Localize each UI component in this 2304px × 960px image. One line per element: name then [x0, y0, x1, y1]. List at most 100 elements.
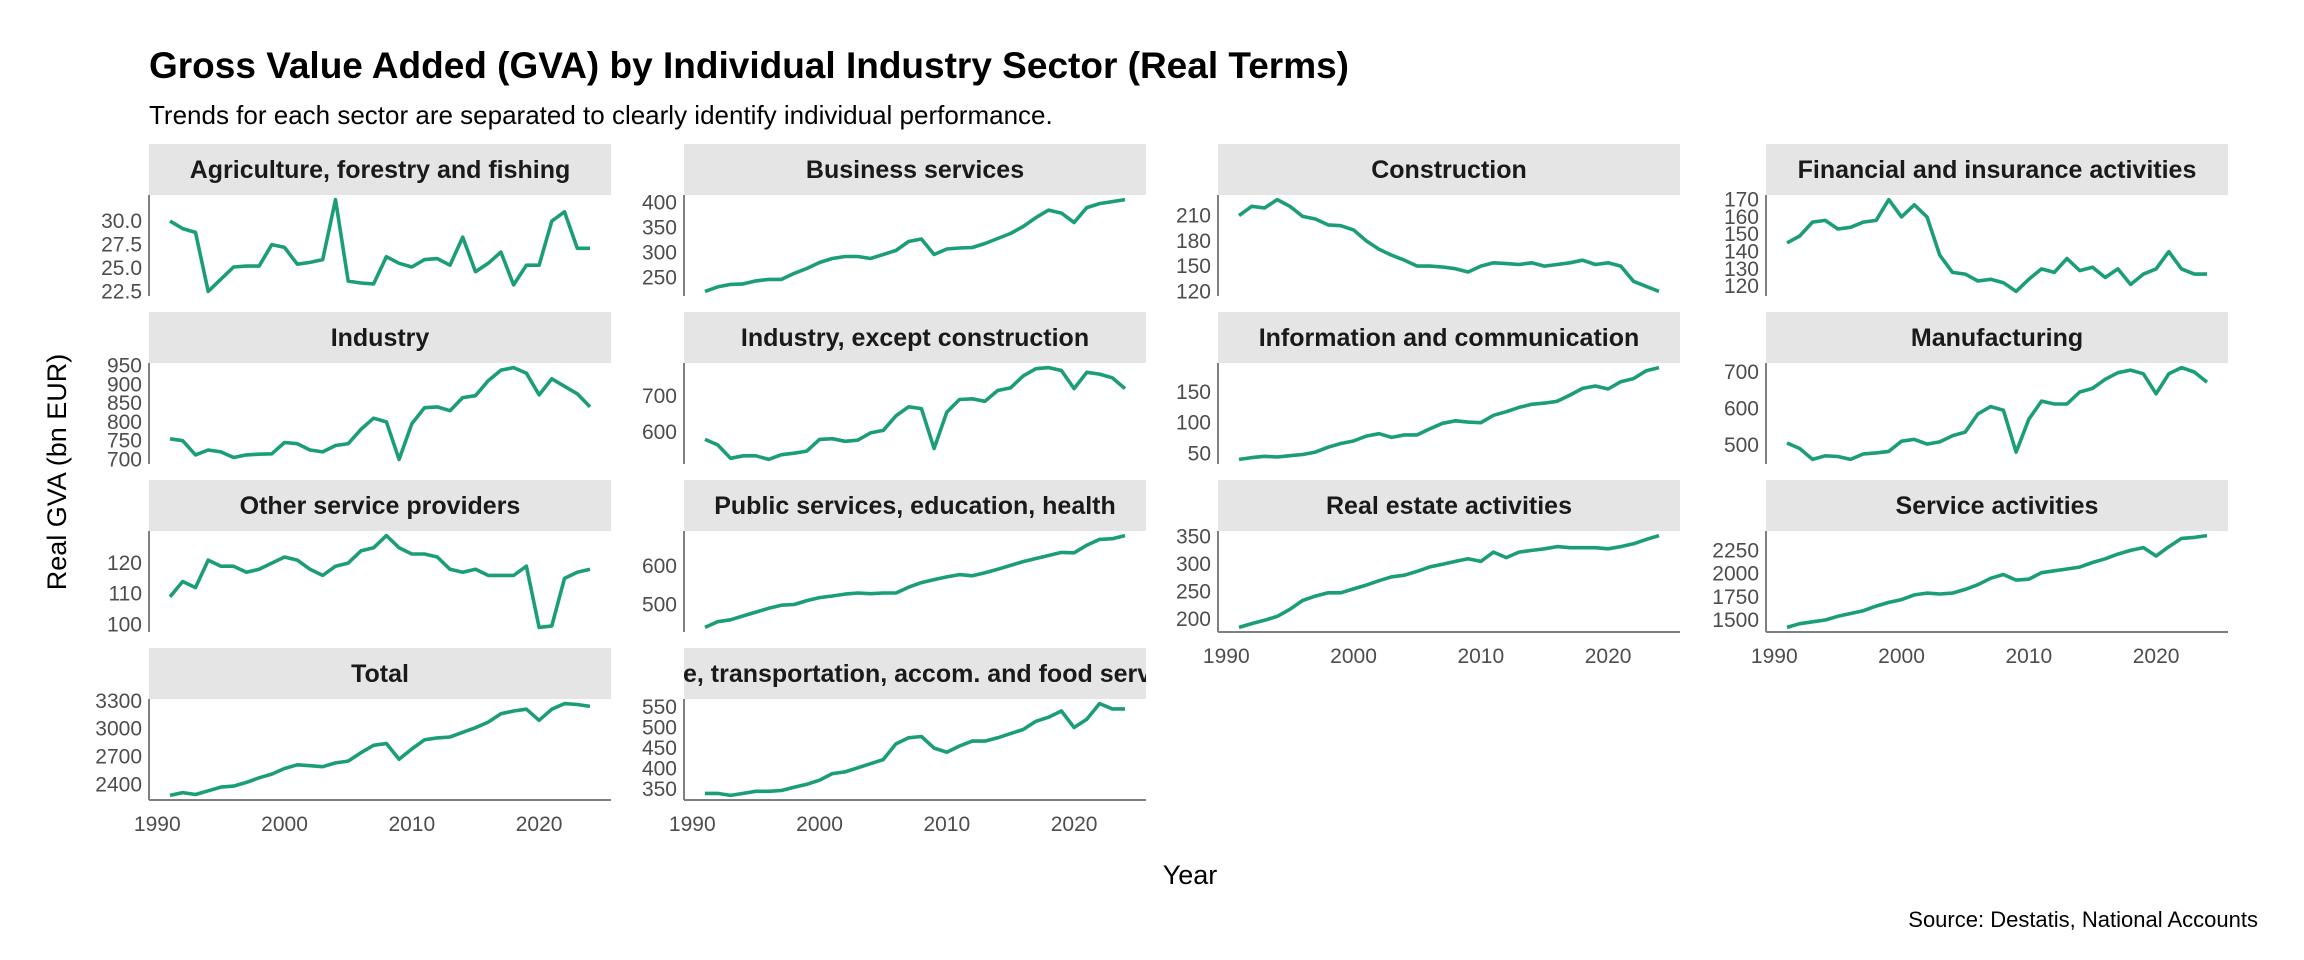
y-tick-label: 120: [1724, 275, 1759, 298]
series-line: [704, 365, 1127, 462]
series-line: [705, 701, 1125, 798]
y-tick-label: 150: [1176, 255, 1211, 278]
y-tick-label: 120: [1176, 280, 1211, 303]
y-tick-label: 140: [1724, 241, 1759, 264]
panel: Agriculture, forestry and fishing 22.525.…: [101, 144, 611, 303]
y-tick-label: 2000: [1712, 563, 1759, 586]
series-line: [1786, 365, 2209, 462]
facet-strip: [149, 312, 611, 363]
y-tick-label: 250: [642, 266, 677, 289]
facet-strip-label: Other service providers: [240, 492, 521, 520]
facet-strip-label: Construction: [1371, 156, 1527, 184]
series-line: [1237, 197, 1660, 294]
y-tick-label: 400: [642, 192, 677, 215]
x-tick-label: 1990: [134, 813, 181, 836]
series-line: [169, 197, 590, 294]
facet-strip: [1218, 312, 1680, 363]
x-tick-label: 1990: [669, 813, 716, 836]
y-tick-label: 500: [642, 716, 677, 739]
y-tick-label: 850: [107, 392, 142, 415]
facet-strip: [1766, 144, 2228, 195]
facet-strip: [684, 144, 1146, 195]
facet-strip-label: Industry: [331, 324, 430, 352]
x-tick-label: 2000: [1878, 645, 1925, 668]
y-tick-label: 700: [642, 385, 677, 408]
y-tick-label: 2400: [95, 773, 142, 796]
y-tick-label: 600: [1724, 397, 1759, 420]
y-axis-title: Real GVA (bn EUR): [42, 354, 72, 591]
x-tick-label: 1990: [1203, 645, 1250, 668]
facet-strip: [149, 480, 611, 531]
x-tick-label: 2020: [516, 813, 563, 836]
panel: Real estate activities 200 250 300 350 1990 20…: [1176, 480, 1680, 668]
x-tick-label: 2010: [1457, 645, 1504, 668]
x-tick-label: 1990: [1751, 645, 1798, 668]
y-tick-label: 750: [107, 430, 142, 453]
y-tick-label: 210: [1176, 205, 1211, 228]
y-tick-label: 950: [107, 355, 142, 378]
facet-strip-label: Service activities: [1896, 492, 2099, 520]
y-tick-label: 100: [107, 613, 142, 636]
facet-strip-label: Total: [351, 660, 409, 688]
x-tick-label: 2000: [1330, 645, 1377, 668]
source-caption: Source: Destatis, National Accounts: [1908, 907, 2258, 932]
y-tick-label: 550: [642, 696, 677, 719]
series-line: [169, 365, 592, 462]
panel: Public services, education, health 500 600: [642, 480, 1146, 632]
y-tick-label: 500: [642, 593, 677, 616]
x-tick-label: 2010: [2005, 645, 2052, 668]
panels: Agriculture, forestry and fishing 22.525.…: [95, 144, 2228, 836]
facet-strip: [1218, 480, 1680, 531]
y-tick-label: 170: [1724, 189, 1759, 212]
x-tick-label: 2020: [2133, 645, 2180, 668]
y-tick-label: 350: [1176, 526, 1211, 549]
facet-strip: [149, 648, 611, 699]
facet-strip: [684, 312, 1146, 363]
y-tick-label: 500: [1724, 434, 1759, 457]
facet-strip: [684, 648, 1146, 699]
y-tick-label: 900: [107, 373, 142, 396]
y-tick-label: 150: [1724, 223, 1759, 246]
y-tick-label: 250: [1176, 581, 1211, 604]
y-tick-label: 27.5: [101, 234, 142, 257]
panel: Financial and insurance activities 120130…: [1724, 144, 2228, 298]
y-tick-label: 130: [1724, 258, 1759, 281]
series-line: [1786, 533, 2208, 630]
panel: Total 2400 2700 3000 3300 1990 2000 2010 2020: [95, 648, 611, 836]
y-tick-label: 160: [1724, 206, 1759, 229]
facet-strip-label: Public services, education, health: [714, 492, 1116, 520]
y-tick-label: 50: [1188, 442, 1211, 465]
y-tick-label: 25.0: [101, 257, 142, 280]
y-tick-label: 600: [642, 555, 677, 578]
x-axis-title: Year: [1163, 860, 1218, 890]
series-line: [704, 197, 1126, 294]
facet-strip-label: Agriculture, forestry and fishing: [190, 156, 571, 184]
facet-strip: [1766, 480, 2228, 531]
series-line: [1786, 197, 2207, 294]
y-tick-label: 180: [1176, 230, 1211, 253]
facet-strip-label: Manufacturing: [1911, 324, 2083, 352]
y-tick-label: 22.5: [101, 280, 142, 303]
facet-strip: [1218, 144, 1680, 195]
panel: Information and communication 50 100 150: [1176, 312, 1680, 465]
facet-strip-label: Financial and insurance activities: [1798, 156, 2197, 184]
y-tick-label: 2250: [1712, 539, 1759, 562]
y-tick-label: 350: [642, 217, 677, 240]
series-line: [169, 701, 591, 798]
x-tick-label: 2010: [388, 813, 435, 836]
panel: Industry, except construction 600 700: [642, 312, 1146, 464]
y-tick-label: 350: [642, 778, 677, 801]
chart-title: Gross Value Added (GVA) by Individual In…: [149, 45, 1349, 86]
panel: Trade, transportation, accom. and food s…: [642, 648, 1146, 836]
y-tick-label: 300: [642, 241, 677, 264]
x-tick-label: 2010: [923, 813, 970, 836]
y-tick-label: 3300: [95, 690, 142, 713]
y-tick-label: 400: [642, 758, 677, 781]
facet-strip-label: Real estate activities: [1326, 492, 1572, 520]
facet-strip: [149, 144, 611, 195]
facet-strip-label: Information and communication: [1259, 324, 1640, 352]
panel: Other service providers 100 110 120: [107, 480, 611, 636]
